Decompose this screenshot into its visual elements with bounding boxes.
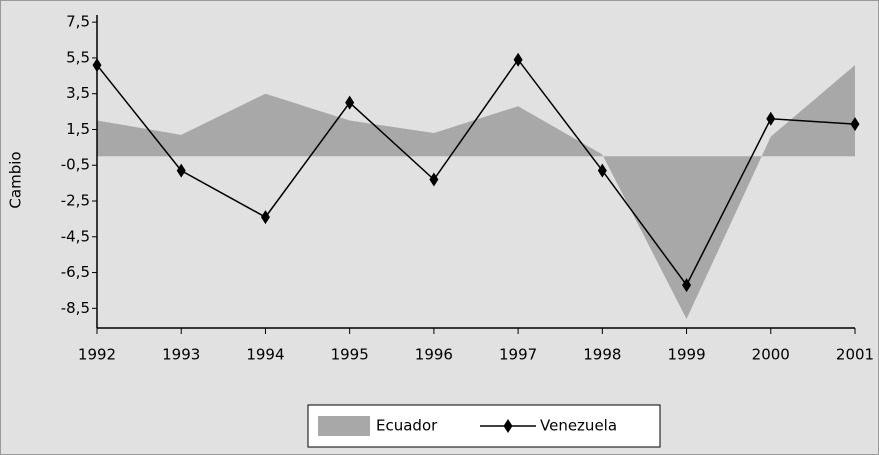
y-tick-label: 1,5	[66, 120, 90, 138]
x-tick-label: 1996	[415, 346, 453, 364]
marker	[513, 52, 523, 67]
y-tick-label: -4,5	[61, 227, 90, 245]
legend-marker	[503, 419, 513, 433]
y-tick-label: 3,5	[66, 84, 90, 102]
legend-swatch	[318, 416, 370, 436]
marker	[260, 210, 270, 225]
x-tick-label: 1992	[78, 346, 116, 364]
y-tick-label: -0,5	[61, 156, 90, 174]
x-tick-label: 1994	[246, 346, 284, 364]
y-tick-label: -8,5	[61, 299, 90, 317]
x-tick-label: 2000	[752, 346, 790, 364]
marker	[597, 163, 607, 178]
x-tick-label: 1999	[667, 346, 705, 364]
legend-label: Venezuela	[540, 417, 617, 435]
x-tick-label: 2001	[836, 346, 874, 364]
x-tick-label: 1995	[331, 346, 369, 364]
marker	[850, 117, 860, 132]
legend-label: Ecuador	[376, 417, 438, 435]
marker	[766, 111, 776, 126]
x-tick-label: 1997	[499, 346, 537, 364]
marker	[176, 163, 186, 178]
y-tick-label: -6,5	[61, 263, 90, 281]
marker	[345, 95, 355, 110]
y-tick-label: 5,5	[66, 48, 90, 66]
marker	[429, 172, 439, 187]
y-tick-label: -2,5	[61, 192, 90, 210]
x-tick-label: 1998	[583, 346, 621, 364]
marker	[682, 278, 692, 293]
y-tick-label: 7,5	[66, 13, 90, 31]
line	[96, 58, 856, 287]
x-tick-label: 1993	[162, 346, 200, 364]
y-axis-label: Cambio	[7, 151, 25, 208]
